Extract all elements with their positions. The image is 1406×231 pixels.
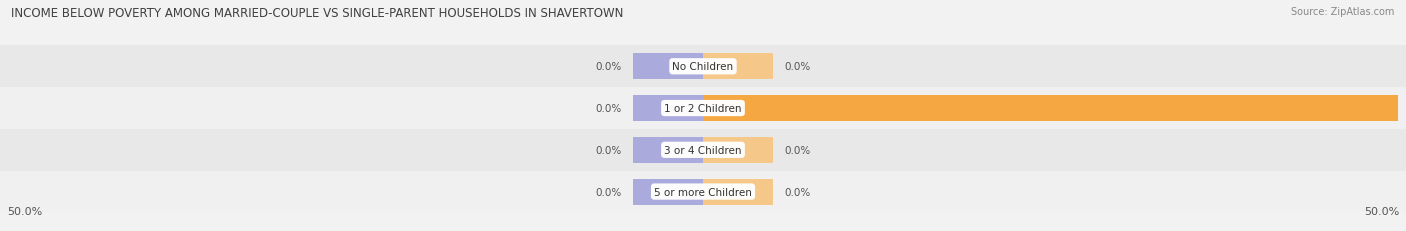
Text: 0.0%: 0.0% <box>595 62 621 72</box>
Text: 3 or 4 Children: 3 or 4 Children <box>664 145 742 155</box>
Text: 0.0%: 0.0% <box>595 187 621 197</box>
Bar <box>0 88 1406 129</box>
Text: 50.0%: 50.0% <box>1364 206 1399 216</box>
Text: INCOME BELOW POVERTY AMONG MARRIED-COUPLE VS SINGLE-PARENT HOUSEHOLDS IN SHAVERT: INCOME BELOW POVERTY AMONG MARRIED-COUPL… <box>11 7 624 20</box>
Text: 50.0%: 50.0% <box>7 206 42 216</box>
Text: No Children: No Children <box>672 62 734 72</box>
Text: 0.0%: 0.0% <box>785 62 811 72</box>
Text: Source: ZipAtlas.com: Source: ZipAtlas.com <box>1291 7 1395 17</box>
Text: 0.0%: 0.0% <box>595 103 621 114</box>
Bar <box>0 171 1406 213</box>
Bar <box>0 46 1406 88</box>
Text: 0.0%: 0.0% <box>785 145 811 155</box>
Bar <box>633 137 703 163</box>
Bar <box>703 137 773 163</box>
Bar <box>633 54 703 80</box>
Text: 0.0%: 0.0% <box>785 187 811 197</box>
Bar <box>0 129 1406 171</box>
Text: 5 or more Children: 5 or more Children <box>654 187 752 197</box>
Bar <box>703 54 773 80</box>
Bar <box>633 96 703 122</box>
Text: 0.0%: 0.0% <box>595 145 621 155</box>
Bar <box>633 179 703 205</box>
Text: 1 or 2 Children: 1 or 2 Children <box>664 103 742 114</box>
Bar <box>703 96 1398 122</box>
Bar <box>703 179 773 205</box>
